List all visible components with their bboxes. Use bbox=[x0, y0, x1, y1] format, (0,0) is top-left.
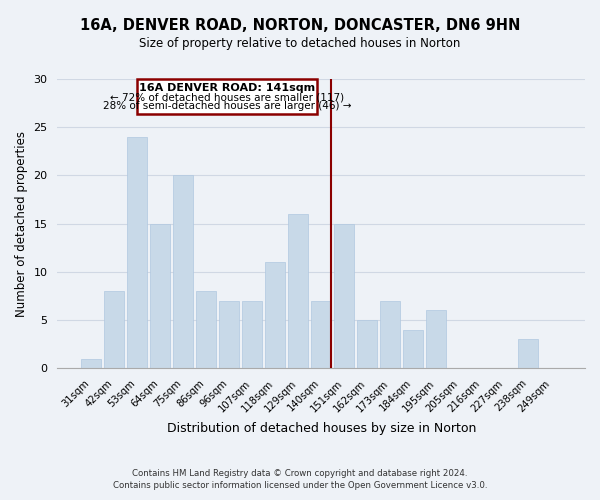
Bar bbox=[196, 291, 216, 368]
Bar bbox=[104, 291, 124, 368]
Bar bbox=[127, 137, 147, 368]
X-axis label: Distribution of detached houses by size in Norton: Distribution of detached houses by size … bbox=[167, 422, 476, 435]
Bar bbox=[289, 214, 308, 368]
Bar bbox=[265, 262, 285, 368]
Bar bbox=[151, 224, 170, 368]
Text: Contains HM Land Registry data © Crown copyright and database right 2024.
Contai: Contains HM Land Registry data © Crown c… bbox=[113, 468, 487, 490]
Bar bbox=[358, 320, 377, 368]
Bar bbox=[311, 301, 331, 368]
Text: Size of property relative to detached houses in Norton: Size of property relative to detached ho… bbox=[139, 38, 461, 51]
Text: 16A, DENVER ROAD, NORTON, DONCASTER, DN6 9HN: 16A, DENVER ROAD, NORTON, DONCASTER, DN6… bbox=[80, 18, 520, 32]
Bar bbox=[220, 301, 239, 368]
Bar bbox=[82, 358, 101, 368]
Bar bbox=[242, 301, 262, 368]
FancyBboxPatch shape bbox=[137, 79, 317, 114]
Bar bbox=[173, 176, 193, 368]
Bar bbox=[518, 340, 538, 368]
Bar bbox=[427, 310, 446, 368]
Text: 28% of semi-detached houses are larger (46) →: 28% of semi-detached houses are larger (… bbox=[103, 101, 351, 111]
Bar bbox=[334, 224, 354, 368]
Y-axis label: Number of detached properties: Number of detached properties bbox=[15, 130, 28, 316]
Bar bbox=[403, 330, 423, 368]
Text: 16A DENVER ROAD: 141sqm: 16A DENVER ROAD: 141sqm bbox=[139, 83, 315, 93]
Text: ← 72% of detached houses are smaller (117): ← 72% of detached houses are smaller (11… bbox=[110, 92, 344, 102]
Bar bbox=[380, 301, 400, 368]
